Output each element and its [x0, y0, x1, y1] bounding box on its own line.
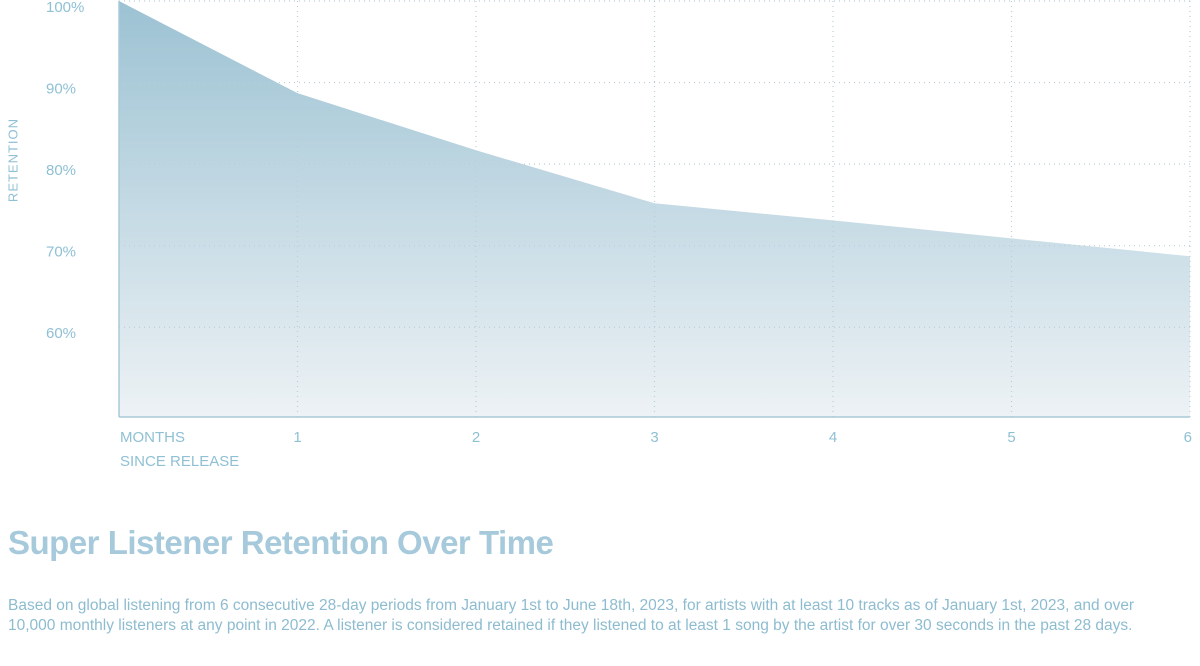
x-tick-label: 5 [1007, 429, 1015, 446]
y-tick-label: 100% [46, 0, 84, 16]
y-tick-label: 90% [46, 81, 76, 98]
x-tick-label: 1 [293, 429, 301, 446]
x-tick-label: 4 [829, 429, 837, 446]
x-tick-label: 6 [1184, 429, 1192, 446]
y-tick-label: 60% [46, 325, 76, 342]
x-tick-label: 3 [650, 429, 658, 446]
x-axis-label: MONTHS [120, 429, 185, 446]
y-axis-label: RETENTION [5, 118, 20, 202]
area [119, 1, 1190, 417]
y-tick-label: 80% [46, 162, 76, 179]
chart: RETENTION 100% 90% 80% 70% 60% 1 2 3 4 5 6 MONTHS SI… [5, 0, 1192, 470]
x-tick-label: 2 [472, 429, 480, 446]
x-axis-label: SINCE RELEASE [120, 453, 239, 470]
y-tick-label: 70% [46, 244, 76, 261]
chart-title: Super Listener Retention Over Time [8, 524, 554, 561]
chart-description: Based on global listening from 6 consecu… [8, 597, 1135, 634]
